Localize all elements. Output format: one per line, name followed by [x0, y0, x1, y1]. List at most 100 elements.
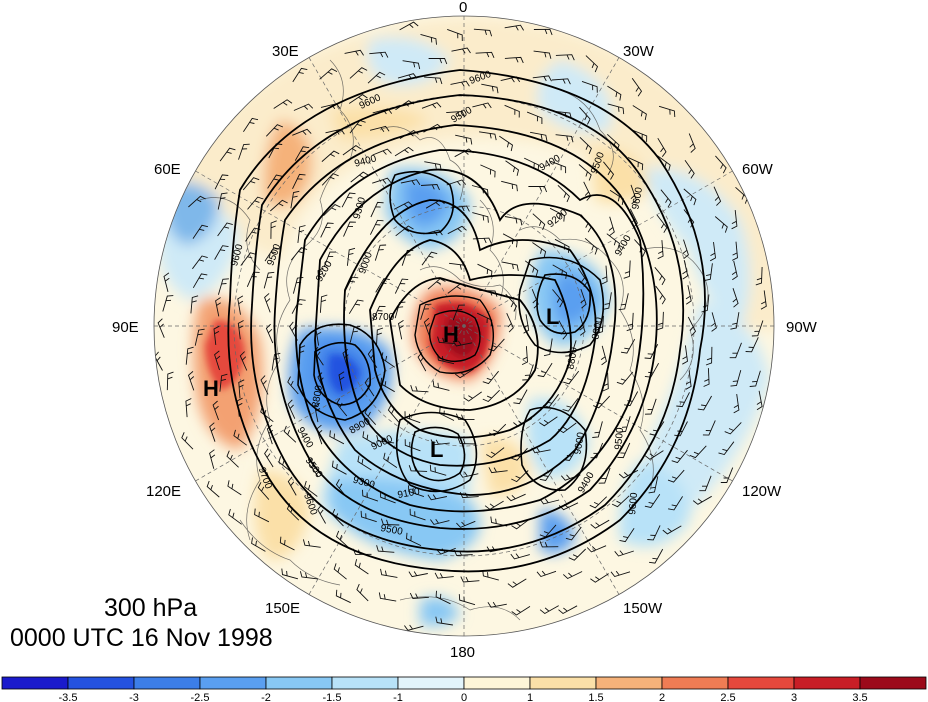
wind-barb [383, 452, 398, 468]
wind-barb [689, 445, 707, 459]
wind-barb [724, 422, 742, 435]
wind-barb [733, 394, 740, 414]
wind-barb [619, 527, 635, 543]
colorbar-swatch [199, 676, 267, 690]
wind-barb [181, 432, 194, 450]
wind-barb [607, 85, 622, 101]
wind-barb [549, 207, 565, 222]
wind-barb [219, 147, 236, 162]
wind-barb [457, 437, 477, 445]
contour-label: 8800 [590, 316, 605, 340]
lon-label-150w: 150W [623, 600, 663, 617]
wind-barb [730, 312, 740, 330]
wind-barb [424, 76, 443, 85]
wind-barb [644, 494, 661, 509]
wind-barb [283, 425, 297, 443]
wind-barb [238, 143, 250, 160]
wind-barb [684, 160, 695, 179]
wind-barb [409, 508, 426, 521]
wind-barb [349, 67, 368, 79]
wind-barb [486, 447, 505, 459]
wind-barb [585, 55, 599, 73]
colorbar-tick-label: -2.5 [191, 692, 210, 702]
contour-label: 8800 [565, 346, 580, 370]
wind-barb [586, 545, 607, 553]
lon-label-0: 0 [459, 0, 467, 16]
wind-barb [260, 375, 269, 395]
wind-barb [558, 605, 578, 615]
wind-barb [581, 80, 598, 93]
contour-label: 9100 [397, 486, 421, 501]
wind-barb [539, 605, 559, 615]
colorbar-swatch [529, 676, 597, 690]
wind-barb [749, 370, 761, 387]
colorbar-swatch [133, 676, 201, 690]
wind-barb [279, 536, 295, 551]
wind-barb [655, 285, 666, 305]
colorbar-swatch [1, 676, 69, 690]
low-center-pacific: L [430, 437, 443, 462]
wind-barb [601, 265, 608, 285]
wind-barb [157, 318, 165, 338]
wind-barb [447, 28, 463, 42]
wind-barb [446, 111, 466, 118]
height-contours [227, 69, 706, 573]
wind-barb [335, 530, 349, 548]
wind-barb [257, 482, 270, 500]
wind-barb [372, 177, 392, 184]
wind-barb [329, 430, 345, 445]
wind-barb [294, 146, 310, 161]
colorbar-swatch [331, 676, 399, 690]
wind-barb [528, 186, 548, 193]
wind-barb [506, 493, 526, 502]
colorbar-tick-label: 1.5 [588, 692, 603, 702]
colorbar-swatch [397, 676, 465, 690]
wind-barb [499, 135, 514, 152]
wind-barb [557, 184, 570, 203]
wind-barb [393, 201, 414, 210]
contour-label: 9500 [613, 427, 626, 451]
wind-barb [387, 404, 400, 423]
wind-barb [447, 225, 467, 235]
wind-barb [660, 189, 672, 208]
colorbar-tick-label: 3.5 [852, 692, 867, 702]
wind-barb [550, 160, 567, 174]
wind-barb [293, 103, 314, 111]
wind-barb [369, 125, 390, 132]
wind-barb [346, 247, 356, 266]
contour-label: 8700 [372, 312, 395, 323]
wind-barb [162, 295, 174, 312]
wind-barb [608, 216, 615, 237]
wind-barb [435, 616, 453, 626]
wind-barb [676, 392, 690, 408]
wind-barb [477, 263, 493, 278]
wind-barb [644, 398, 657, 415]
wind-barb [702, 420, 716, 436]
wind-barb [335, 589, 351, 604]
wind-barb [394, 146, 414, 157]
lon-label-60e: 60E [154, 161, 181, 178]
wind-barb [472, 212, 489, 223]
colorbar-tick-label: 2 [659, 692, 665, 702]
low-center-canada: L [546, 304, 559, 329]
high-center-asia: H [203, 376, 219, 401]
wind-barb [192, 224, 209, 239]
wind-barb [408, 571, 428, 578]
wind-barb [657, 137, 667, 157]
wind-barb [376, 327, 384, 346]
wind-barb [238, 379, 245, 399]
colorbar-tick-label: 3 [791, 692, 797, 702]
wind-barb [452, 340, 473, 347]
wind-barb [511, 518, 530, 530]
wind-barb [227, 480, 242, 496]
wind-barb [404, 439, 421, 452]
wind-barb [654, 267, 666, 286]
wind-barb [317, 504, 326, 524]
wind-barb [555, 54, 575, 61]
wind-barb [513, 389, 528, 405]
wind-barb [590, 573, 609, 583]
wind-barb [751, 320, 764, 337]
wind-barb [704, 263, 713, 282]
wind-barb [539, 416, 558, 427]
wind-barb [188, 195, 206, 208]
